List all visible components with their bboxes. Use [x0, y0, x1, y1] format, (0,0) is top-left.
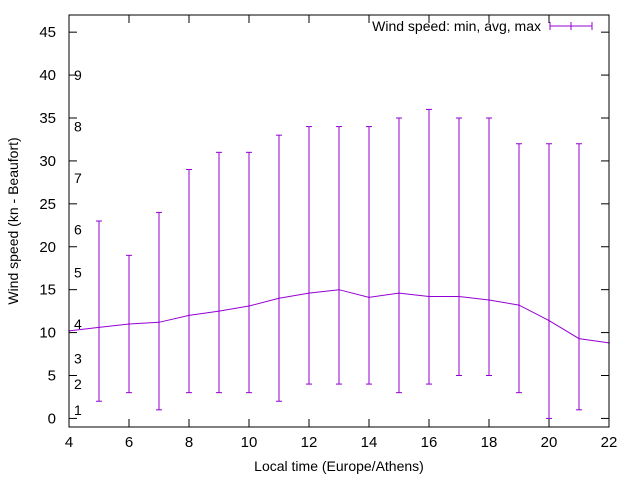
x-tick-label-6: 6 — [125, 434, 133, 451]
avg-point-21 — [578, 337, 580, 340]
y-tick-label-10: 10 — [39, 325, 56, 342]
y-tick-label-5: 5 — [48, 368, 56, 385]
avg-point-12 — [308, 292, 310, 294]
x-tick-label-8: 8 — [185, 434, 193, 451]
avg-point-20 — [548, 319, 550, 322]
x-tick-label-14: 14 — [361, 434, 378, 451]
beaufort-label-6: 6 — [74, 222, 82, 238]
x-tick-label-16: 16 — [421, 434, 438, 451]
x-tick-label-12: 12 — [301, 434, 318, 451]
legend-label: Wind speed: min, avg, max — [372, 18, 541, 34]
beaufort-label-1: 1 — [74, 402, 82, 418]
avg-point-16 — [428, 295, 430, 298]
beaufort-label-2: 2 — [74, 376, 82, 392]
y-tick-label-0: 0 — [48, 410, 56, 427]
x-tick-label-10: 10 — [241, 434, 258, 451]
avg-point-7 — [158, 321, 160, 324]
beaufort-label-3: 3 — [74, 350, 82, 366]
avg-point-14 — [368, 296, 370, 299]
avg-point-6 — [128, 323, 130, 325]
beaufort-label-8: 8 — [74, 119, 82, 135]
y-tick-label-15: 15 — [39, 282, 56, 299]
x-tick-label-22: 22 — [601, 434, 618, 451]
beaufort-label-4: 4 — [74, 316, 82, 332]
x-tick-label-18: 18 — [481, 434, 498, 451]
y-tick-label-30: 30 — [39, 153, 56, 170]
avg-point-10 — [248, 305, 250, 307]
avg-point-17 — [458, 295, 460, 298]
beaufort-label-9: 9 — [74, 67, 82, 83]
y-tick-label-20: 20 — [39, 239, 56, 256]
avg-point-18 — [488, 299, 490, 301]
beaufort-labels-layer: 1 2 3 4 5 6 7 8 9 — [74, 67, 82, 418]
avg-point-19 — [518, 304, 520, 306]
error-bars-layer — [96, 108, 582, 419]
y-axis-title: Wind speed (kn - Beaufort) — [5, 137, 21, 304]
y-tick-label-25: 25 — [39, 196, 56, 213]
x-axis-title: Local time (Europe/Athens) — [254, 458, 424, 474]
avg-point-15 — [398, 292, 400, 294]
avg-point-5 — [98, 326, 100, 329]
x-tick-label-4: 4 — [65, 434, 73, 451]
y-tick-label-45: 45 — [39, 24, 56, 41]
beaufort-label-5: 5 — [74, 265, 82, 281]
y-tick-label-35: 35 — [39, 110, 56, 127]
beaufort-label-7: 7 — [74, 170, 82, 186]
avg-point-8 — [188, 314, 190, 317]
y-tick-label-40: 40 — [39, 67, 56, 84]
avg-point-11 — [278, 297, 280, 300]
avg-point-9 — [218, 310, 220, 312]
avg-point-13 — [338, 288, 340, 291]
x-tick-label-20: 20 — [541, 434, 558, 451]
plot-frame — [68, 14, 610, 428]
legend: Wind speed: min, avg, max — [372, 18, 593, 34]
